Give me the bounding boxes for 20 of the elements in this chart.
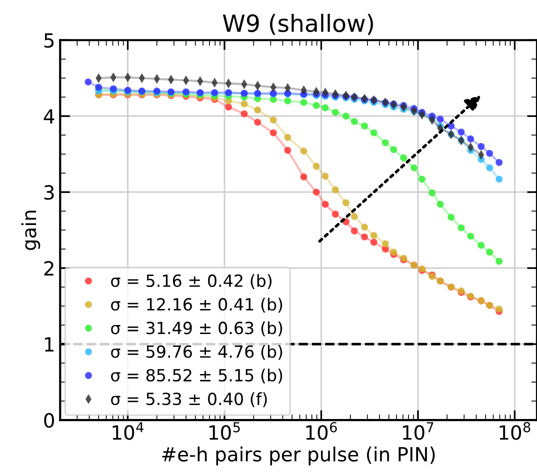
- y-tick-label: 1: [45, 337, 54, 352]
- y-axis-title: gain: [21, 210, 40, 250]
- x-tick-label: 10$^{8}$: [500, 422, 530, 440]
- x-axis-title: #e-h pairs per pulse (in PIN): [162, 446, 435, 466]
- legend-label: σ = 31.49 ± 0.63 (b): [111, 321, 282, 336]
- legend-label: σ = 12.16 ± 0.41 (b): [111, 298, 282, 313]
- y-tick-label: 4: [44, 109, 54, 124]
- y-tick-label: 2: [44, 261, 54, 276]
- y-tick-label: 5: [44, 33, 54, 48]
- chart-title: W9 (shallow): [222, 14, 373, 35]
- x-tick-label: 10$^{6}$: [306, 422, 337, 440]
- x-tick-label: 10$^{5}$: [210, 422, 240, 440]
- legend-label: σ = 5.33 ± 0.40 (f): [111, 392, 267, 408]
- x-tick-label: 10$^{7}$: [402, 422, 434, 440]
- legend-label: σ = 5.16 ± 0.42 (b): [111, 274, 272, 289]
- x-tick-label: 10$^{4}$: [112, 422, 144, 440]
- legend-label: σ = 59.76 ± 4.76 (b): [111, 345, 282, 360]
- y-tick-label: 3: [44, 185, 54, 200]
- legend-label: σ = 85.52 ± 5.15 (b): [111, 368, 282, 384]
- y-tick-label: 0: [44, 413, 54, 428]
